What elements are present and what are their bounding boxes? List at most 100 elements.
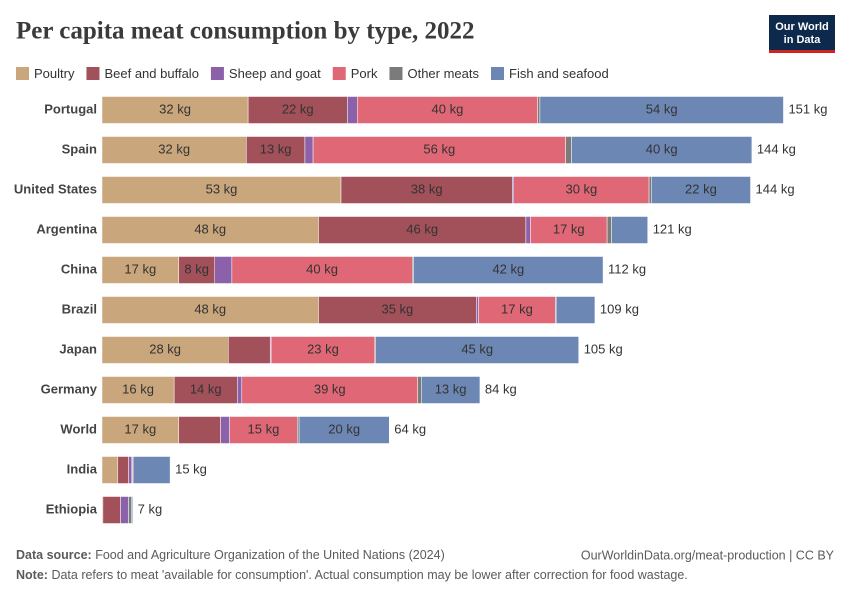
bar-segment (304, 136, 314, 164)
value-label: 28 kg (149, 341, 181, 356)
value-label: 22 kg (282, 101, 314, 116)
value-label: 16 kg (122, 381, 154, 396)
logo-text: in Data (784, 34, 822, 46)
total-label: 84 kg (485, 381, 517, 396)
bar-segment (132, 456, 171, 484)
legend-swatch (332, 67, 346, 80)
url: OurWorldinData.org/meat-production | CC … (581, 548, 835, 562)
value-label: 42 kg (492, 261, 524, 276)
value-label: 8 kg (184, 261, 209, 276)
bar-segment (476, 296, 479, 324)
value-label: 32 kg (159, 101, 191, 116)
category-label: Argentina (36, 221, 97, 236)
total-label: 151 kg (788, 101, 827, 116)
note-label: Note: (16, 568, 48, 582)
total-label: 64 kg (394, 421, 426, 436)
bar-segment (413, 256, 604, 284)
bar-segment (537, 96, 541, 124)
total-label: 144 kg (757, 141, 796, 156)
bar-segment (101, 256, 179, 284)
category-label: United States (14, 181, 97, 196)
bar-segment (241, 376, 418, 404)
bar-segment (102, 496, 121, 524)
bar-segment (128, 456, 133, 484)
bar-segment (237, 376, 243, 404)
note: Note: Data refers to meat 'available for… (16, 568, 688, 582)
bar-segment (101, 336, 229, 364)
legend-label: Fish and seafood (509, 66, 609, 81)
category-label: China (61, 261, 98, 276)
bar-segment (651, 176, 751, 204)
bar-segment (128, 496, 132, 524)
bar-segment (247, 96, 348, 124)
bar-segment (571, 136, 753, 164)
bar-segment (120, 496, 129, 524)
total-label: 15 kg (175, 461, 207, 476)
bar-segment (513, 176, 650, 204)
total-label: 112 kg (608, 261, 646, 276)
value-label: 54 kg (646, 101, 678, 116)
bar-segment (417, 376, 422, 404)
bar-segment (530, 216, 608, 244)
bar-segment (101, 416, 179, 444)
bar-segment (246, 136, 306, 164)
legend-swatch (491, 67, 504, 80)
bar-segment (101, 456, 119, 484)
category-label: Germany (41, 381, 98, 396)
bar-segment (648, 176, 652, 204)
bar-segment (478, 296, 556, 324)
category-label: Spain (62, 141, 97, 156)
legend-label: Poultry (34, 66, 75, 81)
note-text: Data refers to meat 'available for consu… (51, 568, 687, 582)
value-label: 23 kg (307, 341, 339, 356)
value-label: 48 kg (194, 301, 226, 316)
bar-segment (297, 416, 300, 444)
value-label: 35 kg (381, 301, 413, 316)
value-label: 13 kg (435, 381, 467, 396)
bar-segment (357, 96, 538, 124)
bar-segment (421, 376, 481, 404)
bar-segment (131, 496, 133, 524)
bar-segment (178, 416, 221, 444)
value-label: 39 kg (314, 381, 346, 396)
bar-segment (340, 176, 513, 204)
bar-segment (101, 96, 249, 124)
value-label: 38 kg (411, 181, 443, 196)
bar-segment (539, 96, 784, 124)
value-label: 13 kg (260, 141, 292, 156)
legend-label: Other meats (407, 66, 479, 81)
value-label: 40 kg (306, 261, 338, 276)
category-label: World (60, 421, 97, 436)
bar-segment (117, 456, 129, 484)
value-label: 32 kg (158, 141, 190, 156)
value-label: 56 kg (423, 141, 455, 156)
logo-bar (769, 50, 835, 53)
chart-title: Per capita meat consumption by type, 202… (16, 18, 475, 45)
category-label: Japan (59, 341, 97, 356)
value-label: 45 kg (461, 341, 493, 356)
bar-segment (228, 336, 271, 364)
value-label: 40 kg (646, 141, 678, 156)
bar-segment (101, 176, 342, 204)
bar-segment (270, 336, 376, 364)
legend-label: Beef and buffalo (104, 66, 198, 81)
bar-segment (101, 136, 247, 164)
value-label: 17 kg (553, 221, 585, 236)
bar-segment (606, 216, 612, 244)
value-label: 48 kg (194, 221, 226, 236)
legend-label: Sheep and goat (229, 66, 321, 81)
bar-segment (173, 376, 238, 404)
legend-swatch (16, 67, 29, 80)
source: Data source: Food and Agriculture Organi… (16, 548, 445, 562)
logo: Our World in Data (769, 15, 835, 53)
bar-segment (318, 296, 477, 324)
bar-segment (214, 256, 233, 284)
value-label: 17 kg (501, 301, 533, 316)
legend-swatch (210, 67, 224, 80)
bar-segment (220, 416, 230, 444)
bar-segment (611, 216, 648, 244)
total-label: 105 kg (584, 341, 623, 356)
bar-segment (178, 256, 215, 284)
bar-segment (555, 296, 596, 324)
